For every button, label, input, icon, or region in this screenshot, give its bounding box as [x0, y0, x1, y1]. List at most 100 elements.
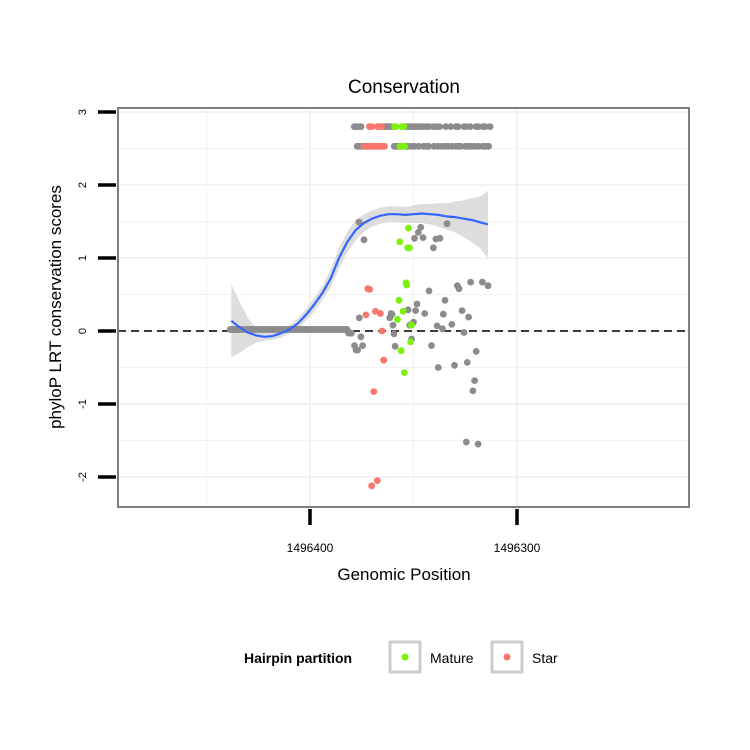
data-point-mature — [407, 338, 414, 346]
legend-key-star-dot — [503, 653, 511, 661]
data-point-other — [355, 218, 363, 226]
data-point-star — [378, 327, 386, 335]
data-point-star — [368, 482, 376, 490]
data-point-mature — [396, 238, 404, 246]
data-point-other — [357, 333, 365, 341]
data-point-other — [458, 307, 466, 314]
data-point-other — [419, 234, 427, 242]
data-point-star — [370, 388, 378, 395]
data-point-mature — [400, 123, 408, 130]
data-point-star — [380, 356, 388, 364]
data-point-other — [434, 364, 442, 371]
data-point-mature — [406, 244, 413, 252]
data-point-mature — [405, 224, 412, 232]
data-point-other — [357, 123, 365, 130]
data-point-other — [412, 307, 419, 314]
x-tick-label: 1496300 — [494, 541, 541, 555]
data-point-other — [485, 142, 492, 150]
data-point-other — [354, 346, 361, 354]
data-point-other — [436, 123, 443, 130]
legend-title: Hairpin partition — [244, 650, 352, 666]
data-point-star — [378, 123, 385, 130]
data-point-mature — [408, 321, 415, 329]
data-point-other — [447, 123, 455, 130]
data-point-other — [414, 229, 422, 236]
data-point-other — [486, 123, 494, 130]
data-point-mature — [399, 307, 407, 315]
legend-key-star-box — [490, 640, 524, 674]
data-point-mature — [401, 369, 408, 376]
data-point-other — [465, 313, 472, 321]
legend-label-mature: Mature — [430, 650, 474, 666]
legend: Hairpin partition Mature Star — [244, 640, 558, 674]
data-point-mature — [395, 296, 403, 304]
data-point-mature — [401, 142, 408, 150]
data-point-other — [417, 223, 425, 231]
data-point-other — [481, 123, 489, 130]
data-point-other — [433, 322, 441, 330]
data-point-other — [466, 123, 474, 130]
data-point-other — [463, 359, 471, 366]
data-point-other — [348, 329, 355, 337]
data-point-other — [388, 310, 396, 318]
data-point-other — [359, 342, 366, 349]
x-tick-label: 1496400 — [287, 541, 334, 555]
data-point-other — [441, 296, 449, 304]
smooth-line-layer — [230, 212, 489, 338]
data-point-other — [436, 234, 444, 242]
data-points — [226, 123, 494, 490]
data-point-other — [448, 321, 456, 328]
data-point-star — [373, 477, 381, 484]
legend-label-star: Star — [532, 650, 558, 666]
series-mature — [391, 123, 415, 376]
data-point-star — [377, 310, 384, 317]
chart-title: Conservation — [348, 77, 460, 98]
data-point-other — [454, 123, 462, 130]
data-point-other — [484, 282, 492, 290]
data-point-other — [430, 244, 437, 252]
data-point-other — [439, 310, 447, 318]
data-point-other — [390, 330, 398, 338]
data-point-star — [381, 142, 388, 150]
y-tick-label: 1 — [77, 255, 89, 261]
data-point-other — [421, 310, 429, 317]
data-point-other — [451, 361, 458, 369]
smooth-trend-line — [230, 212, 489, 338]
data-point-other — [460, 329, 468, 336]
data-point-other — [360, 236, 368, 244]
data-point-other — [389, 321, 397, 329]
data-point-other — [472, 348, 480, 355]
data-point-other — [474, 440, 482, 448]
series-star — [360, 123, 388, 490]
y-tick-label: 3 — [77, 109, 89, 115]
data-point-mature — [394, 315, 401, 323]
plot-frame — [117, 107, 690, 508]
data-point-other — [469, 387, 477, 395]
data-point-mature — [403, 281, 411, 289]
data-point-mature — [392, 123, 400, 130]
data-point-other — [439, 325, 446, 333]
data-point-other — [413, 300, 421, 308]
data-point-other — [443, 220, 451, 228]
y-tick-label: -2 — [77, 472, 89, 482]
data-point-other — [462, 438, 470, 446]
legend-key-mature-dot — [401, 653, 409, 661]
data-point-other — [467, 278, 474, 286]
x-axis: 1496400 1496300 — [287, 509, 541, 555]
y-axis-label: phyloP LRT conservation scores — [46, 185, 65, 429]
data-point-other — [411, 234, 418, 242]
y-tick-label: 2 — [77, 182, 89, 188]
data-point-other — [442, 123, 450, 130]
data-point-other — [479, 278, 486, 286]
data-point-other — [425, 287, 433, 295]
x-axis-label: Genomic Position — [337, 565, 470, 584]
data-point-other — [455, 285, 463, 293]
data-point-star — [362, 311, 370, 319]
data-point-other — [425, 142, 432, 150]
data-point-other — [457, 142, 464, 150]
y-axis: 3 2 1 0 -1 -2 — [77, 109, 116, 482]
data-point-other — [471, 377, 478, 384]
data-point-other — [415, 142, 422, 150]
data-point-other — [355, 314, 363, 322]
